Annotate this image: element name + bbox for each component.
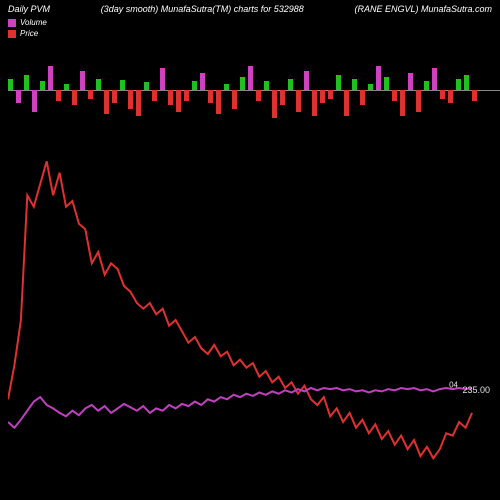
header-left: Daily PVM	[8, 4, 50, 14]
volume-bar	[312, 90, 317, 116]
volume-bar	[272, 90, 277, 118]
volume-bar	[216, 90, 221, 114]
end-marker: 04	[449, 380, 458, 389]
volume-bar	[432, 68, 437, 90]
volume-bar	[136, 90, 141, 116]
volume-bar	[368, 84, 373, 90]
volume-bar	[24, 75, 29, 90]
volume-bar	[336, 75, 341, 90]
volume-bar	[8, 79, 13, 90]
volume-bar	[144, 82, 149, 90]
volume-bar	[80, 71, 85, 90]
volume-bar	[192, 81, 197, 90]
volume-bar	[296, 90, 301, 112]
legend-label-volume: Volume	[20, 18, 47, 27]
volume-bar	[128, 90, 133, 109]
volume-bar	[88, 90, 93, 99]
volume-bar	[104, 90, 109, 114]
volume-bar	[152, 90, 157, 101]
volume-bar	[304, 71, 309, 90]
volume-bar	[56, 90, 61, 101]
volume-bar	[72, 90, 77, 105]
volume-bar	[64, 84, 69, 90]
volume-bar	[32, 90, 37, 112]
volume-bar	[168, 90, 173, 105]
series-volume-line	[8, 388, 472, 428]
volume-bar	[424, 81, 429, 90]
volume-bar	[280, 90, 285, 105]
legend: Volume Price	[8, 18, 47, 40]
y-axis-label: 235.00	[462, 385, 490, 395]
volume-bar	[232, 90, 237, 109]
legend-item-volume: Volume	[8, 18, 47, 27]
volume-bar	[208, 90, 213, 103]
volume-bar	[440, 90, 445, 99]
header-right: (RANE ENGVL) MunafaSutra.com	[354, 4, 492, 14]
volume-bar	[184, 90, 189, 101]
volume-bar	[176, 90, 181, 112]
volume-bar	[376, 66, 381, 90]
volume-bar	[200, 73, 205, 90]
price-chart: 235.00 04	[8, 150, 492, 490]
volume-bar	[416, 90, 421, 112]
volume-bar	[264, 81, 269, 90]
volume-bar	[344, 90, 349, 116]
volume-bar	[112, 90, 117, 103]
volume-bar	[40, 81, 45, 90]
price-svg	[8, 150, 492, 490]
volume-bar	[288, 79, 293, 90]
volume-bar	[400, 90, 405, 116]
volume-bar	[248, 66, 253, 90]
legend-item-price: Price	[8, 29, 47, 38]
volume-bar	[392, 90, 397, 101]
volume-bar	[472, 90, 477, 101]
volume-bar	[224, 84, 229, 90]
chart-container: Daily PVM (3day smooth) MunafaSutra(TM) …	[0, 0, 500, 500]
legend-swatch-volume	[8, 19, 16, 27]
volume-bar	[456, 79, 461, 90]
legend-swatch-price	[8, 30, 16, 38]
volume-chart	[8, 60, 492, 120]
volume-bar	[16, 90, 21, 103]
volume-bar	[448, 90, 453, 103]
volume-bar	[48, 66, 53, 90]
volume-bar	[96, 79, 101, 90]
volume-bar	[360, 90, 365, 105]
volume-bar	[408, 73, 413, 90]
header-center: (3day smooth) MunafaSutra(TM) charts for…	[50, 4, 354, 14]
volume-bar	[352, 79, 357, 90]
volume-bar	[320, 90, 325, 103]
legend-label-price: Price	[20, 29, 38, 38]
volume-bar	[464, 75, 469, 90]
volume-bar	[256, 90, 261, 101]
volume-bar	[384, 77, 389, 90]
volume-bar	[328, 90, 333, 99]
volume-bar	[120, 80, 125, 90]
volume-baseline	[8, 90, 500, 91]
volume-bar	[240, 77, 245, 90]
volume-bar	[160, 68, 165, 90]
chart-header: Daily PVM (3day smooth) MunafaSutra(TM) …	[0, 4, 500, 14]
